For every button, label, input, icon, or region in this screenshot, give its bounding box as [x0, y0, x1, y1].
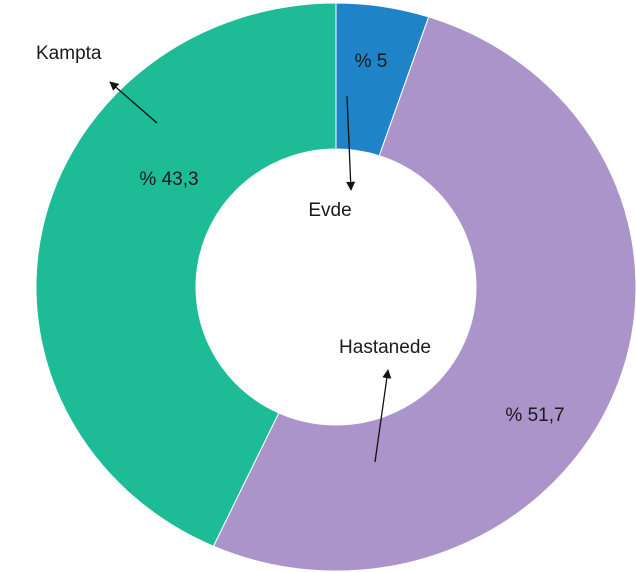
donut-slice: [212, 16, 636, 572]
value-label: % 43,3: [139, 169, 198, 190]
labels: Evde % 5 Hastanede % 51,7 Kampta % 43,3: [36, 43, 565, 426]
arrow: [374, 369, 392, 463]
value-label: % 51,7: [505, 405, 564, 426]
category-label: Hastanede: [339, 337, 431, 358]
arrow: [109, 81, 158, 124]
category-label: Evde: [308, 200, 351, 221]
arrow: [346, 95, 356, 191]
donut-slice: [35, 2, 337, 547]
value-label: % 5: [355, 51, 388, 72]
donut: [35, 2, 636, 572]
category-label: Kampta: [36, 43, 102, 64]
